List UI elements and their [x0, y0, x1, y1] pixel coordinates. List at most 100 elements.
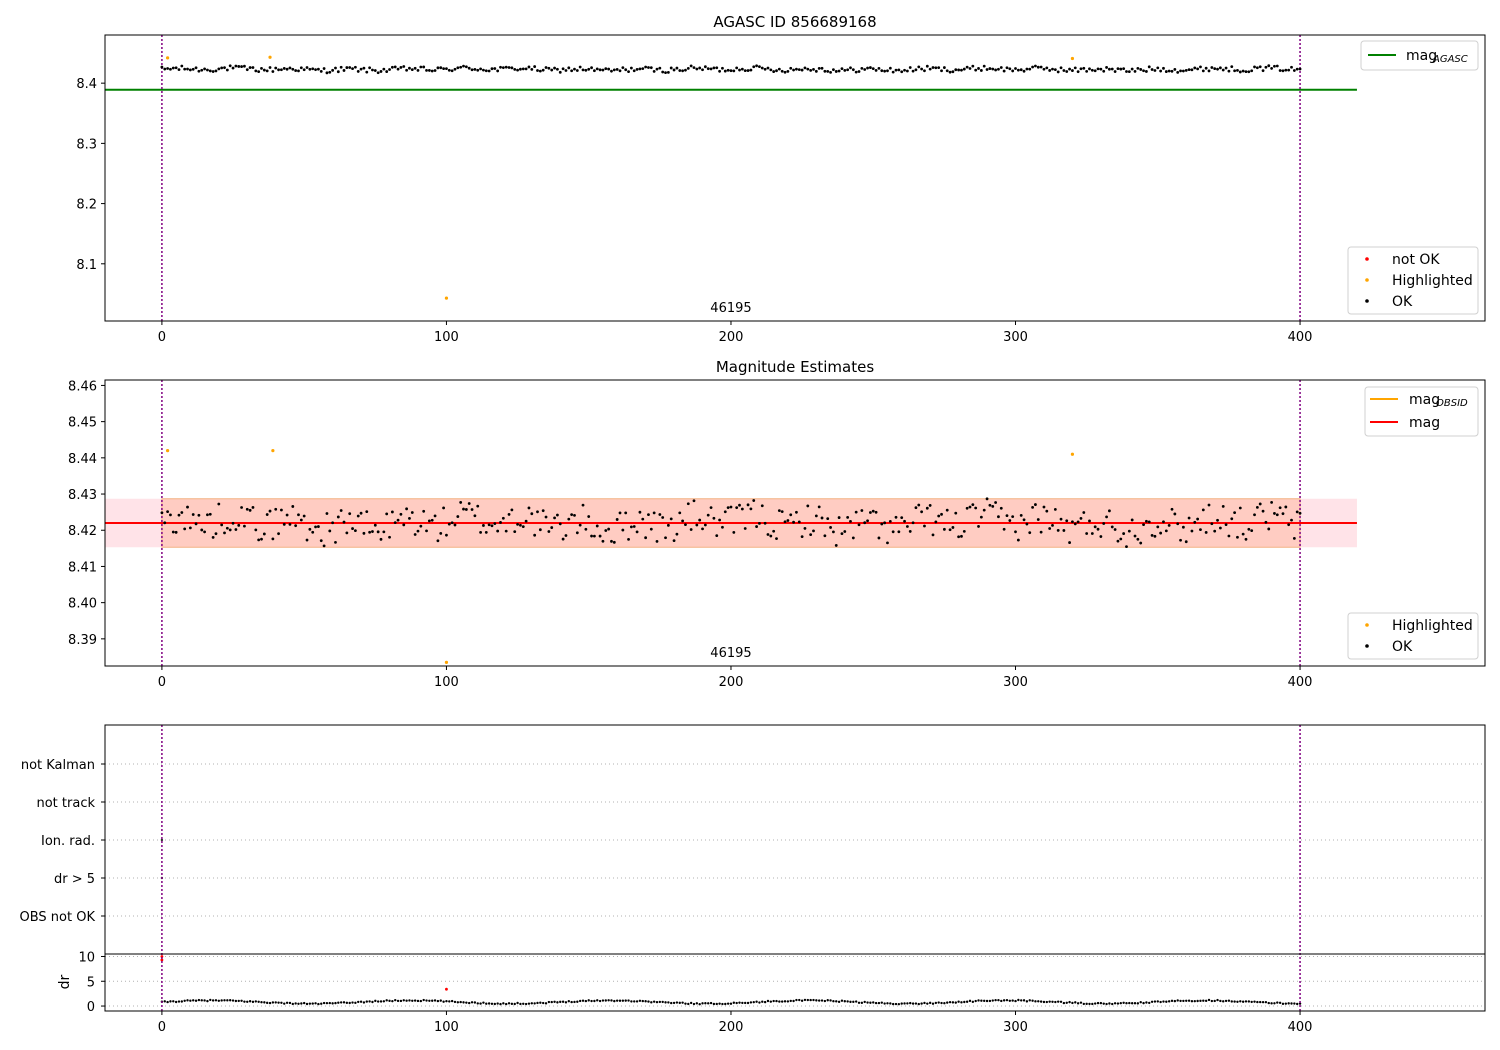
dr-ok-point: [456, 1001, 460, 1004]
dr-ok-point: [681, 1001, 684, 1004]
ok-point: [797, 520, 801, 524]
ok-point: [1278, 69, 1282, 72]
ok-point: [638, 67, 642, 71]
ok-point: [974, 506, 978, 510]
dr-ok-point: [1273, 1002, 1276, 1005]
ok-point: [655, 539, 659, 543]
dr-ok-point: [339, 1001, 343, 1004]
ok-point: [1230, 65, 1234, 69]
legend-label-highlighted: Highlighted: [1392, 273, 1473, 289]
dr-ok-point: [516, 1001, 519, 1005]
ok-point: [692, 499, 696, 503]
dr-ok-point: [1079, 1001, 1083, 1004]
ok-point: [925, 506, 929, 510]
dr-ok-point: [897, 1002, 901, 1006]
ok-point: [940, 69, 943, 73]
ok-point: [695, 67, 699, 71]
ok-point: [317, 525, 320, 528]
ok-point: [314, 68, 317, 72]
ok-point: [1108, 509, 1111, 513]
ok-point: [581, 68, 585, 72]
ok-point: [501, 516, 505, 520]
dr-ok-point: [633, 1000, 636, 1003]
dr-ok-point: [1088, 1002, 1091, 1006]
ok-point: [837, 69, 841, 73]
ok-point: [487, 523, 491, 527]
dr-ok-point: [951, 1001, 955, 1004]
ok-point: [766, 66, 770, 70]
ok-point: [786, 69, 790, 73]
ok-point: [368, 530, 372, 534]
dr-ok-point: [1253, 1000, 1256, 1003]
dr-ok-point: [584, 999, 588, 1003]
dr-ok-point: [1071, 1001, 1074, 1005]
ok-point: [615, 68, 619, 71]
ok-point: [1019, 513, 1023, 517]
ok-point: [1233, 69, 1237, 73]
dr-ok-point: [524, 1002, 528, 1006]
dr-ok-point: [1276, 1001, 1279, 1004]
dr-ok-point: [240, 999, 243, 1002]
dr-y-tick-label: 10: [78, 950, 95, 965]
dr-ok-point: [883, 1002, 886, 1005]
dr-ok-point: [1261, 1000, 1265, 1004]
ok-point: [547, 66, 551, 70]
dr-ok-point: [485, 1002, 488, 1005]
ok-point: [851, 68, 855, 72]
dr-ok-point: [718, 1002, 721, 1005]
dr-ok-point: [1156, 1000, 1159, 1003]
dr-ok-point: [715, 1002, 718, 1006]
ok-point: [1034, 503, 1037, 506]
ok-point: [669, 517, 673, 521]
ok-point: [575, 531, 579, 535]
ok-point: [797, 68, 801, 72]
dr-ok-point: [425, 999, 428, 1002]
ok-point: [706, 67, 710, 71]
highlighted-point: [1070, 452, 1075, 456]
legend-label-subscript: AGASC: [1432, 54, 1468, 65]
ok-point: [228, 528, 232, 532]
ok-point: [618, 511, 622, 515]
ok-point: [245, 68, 249, 72]
ok-point: [487, 69, 491, 73]
dr-ok-point: [564, 1001, 568, 1004]
dr-ok-point: [163, 1000, 166, 1003]
ok-point: [994, 68, 997, 72]
dr-ok-point: [1142, 1001, 1145, 1005]
dr-ok-point: [667, 1001, 670, 1004]
ok-point: [476, 504, 480, 508]
ok-point: [425, 68, 428, 72]
ok-point: [914, 506, 918, 510]
ok-point: [490, 67, 494, 71]
ok-point: [385, 512, 389, 516]
ok-point: [484, 531, 488, 534]
ok-point: [900, 516, 904, 520]
ok-point: [971, 503, 975, 507]
ok-point: [1002, 527, 1006, 531]
ok-point: [806, 67, 810, 71]
dr-ok-point: [422, 998, 425, 1002]
ok-point: [1036, 65, 1040, 69]
ok-point: [1113, 528, 1117, 531]
ok-point: [220, 523, 224, 527]
dr-ok-point: [226, 999, 229, 1002]
ok-point: [849, 66, 852, 70]
ok-point: [894, 68, 898, 72]
ok-point: [462, 507, 465, 511]
ok-point: [311, 530, 315, 534]
dr-ok-point: [365, 1000, 368, 1003]
ok-point: [456, 66, 460, 70]
dr-ok-point: [431, 999, 434, 1002]
dr-ok-point: [729, 1002, 733, 1005]
legend-label-subscript: OBSID: [1436, 398, 1468, 409]
dr-ok-point: [209, 998, 212, 1002]
dr-ok-point: [1296, 1002, 1299, 1006]
ok-point: [217, 502, 221, 506]
ok-point: [464, 508, 468, 511]
ok-point: [755, 64, 758, 68]
ok-point: [325, 512, 329, 515]
dr-ok-point: [604, 999, 607, 1002]
ok-point: [883, 69, 887, 73]
dr-ok-point: [761, 1000, 764, 1003]
